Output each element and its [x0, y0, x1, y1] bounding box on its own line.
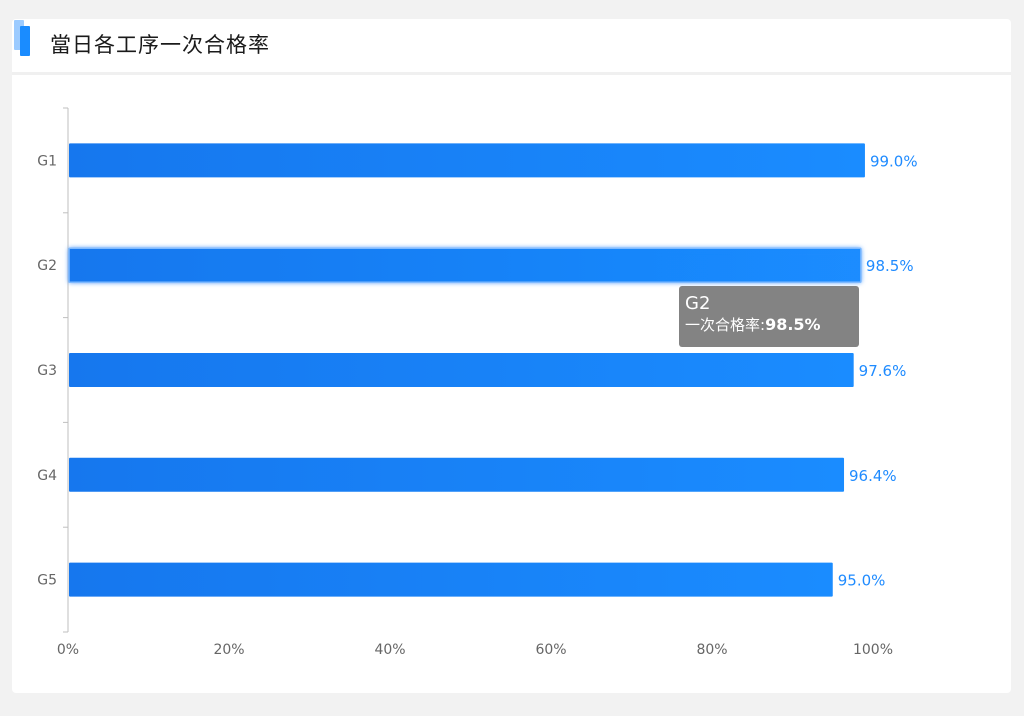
title-bar-icon: [14, 20, 32, 56]
data-label: 98.5%: [866, 257, 914, 275]
y-tick-label: G3: [37, 363, 57, 379]
bar-g4: [69, 457, 845, 492]
x-tick-label: 80%: [696, 642, 727, 658]
bar-g5: [69, 562, 833, 597]
tooltip-title: G2: [685, 293, 711, 314]
data-label: 96.4%: [849, 467, 897, 485]
card-header: 當日各工序一次合格率: [12, 19, 1011, 75]
bar-g1: [69, 143, 865, 178]
data-label: 97.6%: [859, 362, 907, 380]
chart-tooltip: G2 一次合格率:98.5%: [679, 286, 859, 347]
bar-g3: [69, 353, 854, 387]
data-label: 99.0%: [870, 152, 918, 170]
tooltip-value: 98.5%: [765, 315, 821, 334]
bar-g2: [68, 247, 862, 283]
x-tick-label: 20%: [213, 642, 244, 658]
y-tick-label: G2: [37, 258, 57, 274]
x-tick-label: 0%: [57, 642, 79, 658]
y-tick-label: G1: [37, 153, 57, 169]
tooltip-series-label: 一次合格率:: [685, 316, 766, 334]
y-tick-label: G5: [37, 573, 57, 589]
x-tick-label: 60%: [535, 642, 566, 658]
x-tick-label: 40%: [374, 642, 405, 658]
y-tick-label: G4: [37, 468, 57, 484]
data-label: 95.0%: [838, 572, 886, 590]
x-tick-label: 100%: [853, 642, 893, 658]
page-title: 當日各工序一次合格率: [50, 33, 270, 57]
tooltip-line: 一次合格率:98.5%: [685, 315, 853, 335]
